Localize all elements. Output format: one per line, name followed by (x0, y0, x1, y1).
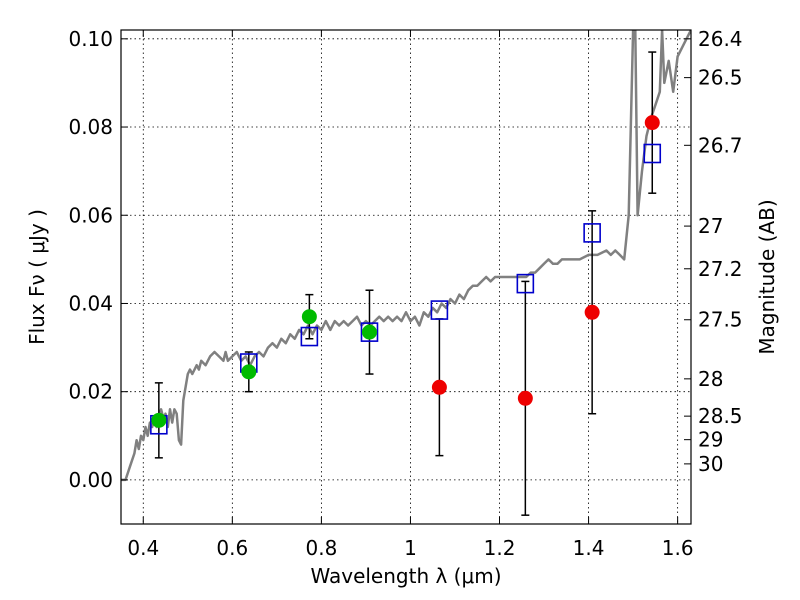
grid (121, 30, 691, 524)
observed-detected-point (301, 309, 317, 325)
observed-nondetected-point (517, 390, 533, 406)
observed-nondetected-point (584, 304, 600, 320)
x-tick-label: 0.4 (127, 536, 159, 560)
tick-labels: 0.4 0.6 0.8 1 1.2 1.4 1.6 0.00 0.02 0.04 0.06 0.08 0… (68, 27, 742, 560)
mag-tick-label: 27 (698, 214, 723, 238)
y-tick-label: 0.08 (68, 115, 113, 139)
model-point (360, 322, 379, 342)
model-point (583, 223, 601, 243)
observed-nondetected-point (644, 115, 660, 131)
observed-detected-point (241, 364, 257, 380)
mag-tick-label: 30 (698, 452, 723, 476)
mag-tick-label: 28 (698, 367, 723, 391)
model-point (643, 143, 662, 164)
y-tick-label: 0.02 (68, 380, 113, 404)
mag-tick-label: 26.4 (698, 27, 743, 51)
observed-detected-point (361, 324, 377, 340)
x-tick-label: 0.8 (305, 536, 337, 560)
x-tick-label: 1 (404, 536, 417, 560)
model-point (430, 300, 449, 320)
y-tick-label: 0.10 (68, 27, 113, 51)
mag-tick-label: 26.5 (698, 66, 743, 90)
y-tick-label: 0.04 (68, 291, 113, 315)
mag-tick-label: 27.2 (698, 257, 743, 281)
observed-detected-point (151, 412, 167, 428)
y-axis-label: Flux Fν ( μJy ) (25, 209, 49, 345)
x-axis-label: Wavelength λ (μm) (310, 564, 501, 588)
model-point (300, 326, 319, 347)
mag-tick-label: 28.5 (698, 404, 743, 428)
mag-tick-label: 27.5 (698, 308, 743, 332)
y-tick-label: 0.06 (68, 203, 113, 227)
y-tick-label: 0.00 (68, 468, 113, 492)
plot-area (121, 30, 691, 516)
mag-tick-label: 29 (698, 428, 723, 452)
x-tick-label: 0.6 (216, 536, 248, 560)
observed-points (151, 115, 660, 428)
observed-nondetected-point (431, 379, 447, 395)
x-tick-label: 1.2 (484, 536, 516, 560)
model-point (516, 273, 535, 294)
x-tick-label: 1.6 (662, 536, 694, 560)
axis-ticks (121, 30, 691, 524)
mag-tick-label: 26.7 (698, 133, 743, 157)
x-tick-label: 1.4 (573, 536, 605, 560)
plot-frame (120, 29, 692, 525)
y2-axis-label: Magnitude (AB) (755, 199, 779, 354)
